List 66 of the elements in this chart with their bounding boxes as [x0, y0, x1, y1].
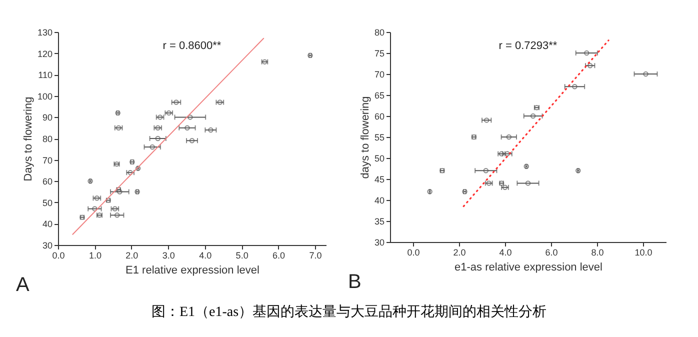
- point: [166, 110, 172, 116]
- x-tick-label: 0.0: [52, 250, 65, 260]
- point: [572, 84, 578, 90]
- x-axis-title: E1 relative expression level: [126, 264, 260, 276]
- point: [150, 144, 155, 150]
- y-axis-title: days to flowering: [359, 96, 372, 179]
- x-axis-title: e1-as relative expression level: [454, 262, 602, 274]
- y-tick-label: 120: [37, 48, 52, 59]
- y-tick-label: 55: [374, 132, 384, 142]
- text: A: [16, 274, 30, 296]
- y-tick-label: 30: [42, 240, 52, 250]
- y-tick-label: 80: [374, 28, 384, 38]
- point: [208, 127, 214, 133]
- point: [643, 71, 648, 77]
- x-tick-label: 5.0: [236, 250, 248, 260]
- x-tick-label: 4.0: [199, 250, 212, 260]
- x-tick-label: 1.0: [88, 250, 102, 260]
- y-tick-label: 60: [374, 112, 384, 122]
- y-axis-title: Days to flowering: [22, 96, 34, 182]
- point: [92, 206, 98, 212]
- point: [189, 138, 195, 144]
- y-tick-label: 70: [374, 70, 384, 80]
- y-tick-label: 130: [37, 28, 52, 38]
- point: [114, 212, 120, 218]
- x-tick-label: 10.0: [634, 248, 652, 258]
- x-tick-label: 8.0: [591, 248, 604, 258]
- y-tick-label: 45: [374, 174, 384, 184]
- text: B: [348, 271, 362, 293]
- x-tick-label: 6.0: [545, 248, 558, 258]
- y-tick-label: 40: [374, 196, 384, 206]
- x-tick-label: 2.0: [453, 248, 466, 258]
- x-tick-label: 7.0: [309, 250, 322, 260]
- x-tick-label: 3.0: [162, 250, 175, 260]
- point: [184, 125, 190, 130]
- point: [587, 62, 593, 68]
- y-tick-label: 100: [37, 91, 52, 102]
- y-tick-label: 35: [374, 216, 384, 226]
- point: [525, 180, 531, 186]
- y-tick-label: 50: [42, 198, 52, 208]
- y-tick-label: 75: [374, 48, 384, 58]
- point: [504, 151, 510, 156]
- y-tick-label: 70: [42, 155, 52, 166]
- point: [188, 114, 193, 120]
- y-tick-label: 65: [374, 90, 384, 100]
- x-tick-label: 4.0: [499, 248, 512, 258]
- y-tick-label: 50: [374, 154, 384, 164]
- y-tick-label: 80: [42, 134, 52, 144]
- x-tick-label: 6.0: [272, 250, 286, 260]
- x-tick-label: 0.0: [407, 248, 420, 258]
- annotation: r = 0.8600**: [162, 40, 222, 52]
- point: [483, 168, 489, 174]
- point: [506, 134, 512, 140]
- text: 图：E1（e1-as）基因的表达量与大豆品种开花期间的相关性分析: [150, 303, 548, 321]
- y-tick-label: 30: [374, 238, 384, 248]
- point: [584, 50, 590, 56]
- point: [155, 136, 160, 142]
- y-tick-label: 40: [42, 219, 52, 230]
- point: [174, 100, 179, 105]
- point: [530, 113, 536, 119]
- point: [484, 118, 490, 123]
- y-tick-label: 60: [42, 176, 52, 187]
- annotation: r = 0.7293**: [498, 40, 558, 52]
- y-tick-label: 90: [42, 112, 52, 123]
- point: [117, 189, 122, 194]
- x-tick-label: 2.0: [126, 250, 138, 260]
- y-tick-label: 110: [38, 70, 52, 80]
